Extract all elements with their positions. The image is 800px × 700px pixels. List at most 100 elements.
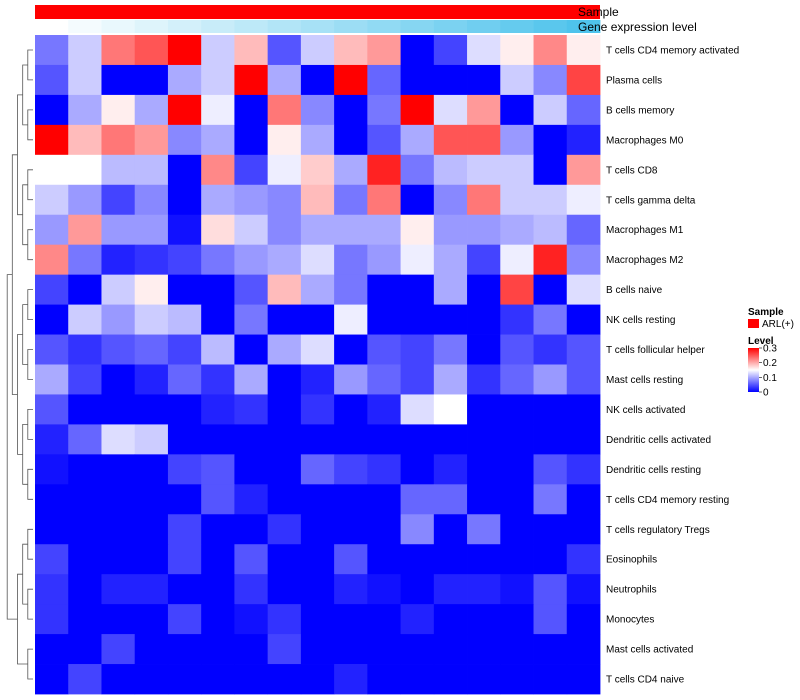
heatmap-cell-r16-c6 (234, 514, 269, 545)
heatmap-cell-r19-c8 (300, 604, 335, 635)
heatmap-cell-r16-c9 (334, 514, 368, 545)
heatmap-cell-r21-c6 (234, 664, 269, 695)
annotation-labels: Sample Gene expression level (578, 5, 697, 34)
heatmap-cell-r8-c5 (201, 274, 235, 305)
heatmap-cell-r8-c4 (167, 274, 202, 305)
annotation-cell-gene-expression-c10 (367, 20, 401, 33)
annotation-cell-gene-expression-c7 (267, 20, 302, 33)
heatmap-cell-r9-c12 (433, 304, 468, 335)
heatmap-cell-r18-c9 (334, 574, 368, 605)
heatmap-cell-r3-c5 (201, 124, 235, 156)
heatmap-cells (35, 35, 601, 695)
heatmap-cell-r5-c1 (68, 184, 102, 216)
heatmap-cell-r20-c0 (35, 634, 69, 665)
heatmap-cell-r11-c16 (566, 364, 601, 395)
heatmap-cell-r9-c6 (234, 304, 269, 335)
annotation-cell-gene-expression-c1 (68, 20, 102, 33)
column-annotations (35, 5, 601, 33)
heatmap-cell-r5-c9 (334, 184, 368, 216)
row-label-18: Neutrophils (606, 585, 657, 596)
heatmap-cell-r18-c2 (101, 574, 136, 605)
annotation-cell-gene-expression-c15 (533, 20, 568, 33)
heatmap-cell-r16-c13 (467, 514, 501, 545)
heatmap-cell-r4-c7 (267, 154, 302, 186)
row-label-17: Eosinophils (606, 555, 657, 566)
heatmap-cell-r5-c4 (167, 184, 202, 216)
heatmap-cell-r10-c3 (134, 334, 169, 365)
heatmap-cell-r6-c14 (500, 214, 534, 246)
heatmap-cell-r9-c5 (201, 304, 235, 335)
heatmap-cell-r21-c3 (134, 664, 169, 695)
heatmap-cell-r19-c11 (400, 604, 435, 635)
heatmap-cell-r13-c3 (134, 424, 169, 455)
heatmap-cell-r13-c2 (101, 424, 136, 455)
heatmap-cell-r19-c13 (467, 604, 501, 635)
heatmap-cell-r20-c16 (566, 634, 601, 665)
heatmap-cell-r20-c2 (101, 634, 136, 665)
heatmap-cell-r8-c10 (367, 274, 401, 305)
heatmap-cell-r8-c9 (334, 274, 368, 305)
heatmap-cell-r8-c6 (234, 274, 269, 305)
heatmap-cell-r10-c13 (467, 334, 501, 365)
heatmap-cell-r12-c13 (467, 394, 501, 425)
heatmap-cell-r6-c11 (400, 214, 435, 246)
heatmap-cell-r6-c5 (201, 214, 235, 246)
heatmap-cell-r11-c15 (533, 364, 568, 395)
heatmap-cell-r15-c8 (300, 484, 335, 515)
heatmap-cell-r4-c0 (35, 154, 69, 186)
heatmap-cell-r9-c11 (400, 304, 435, 335)
heatmap-cell-r19-c2 (101, 604, 136, 635)
heatmap-cell-r14-c0 (35, 454, 69, 485)
heatmap-cell-r2-c14 (500, 94, 534, 126)
heatmap-cell-r6-c10 (367, 214, 401, 246)
heatmap-cell-r19-c16 (566, 604, 601, 635)
heatmap-cell-r8-c2 (101, 274, 136, 305)
heatmap-cell-r13-c12 (433, 424, 468, 455)
heatmap-cell-r13-c1 (68, 424, 102, 455)
dendrogram-branch-4 (27, 289, 33, 320)
heatmap-cell-r6-c6 (234, 214, 269, 246)
dendrogram-branch-16 (17, 94, 23, 216)
heatmap-cell-r14-c1 (68, 454, 102, 485)
heatmap-cell-r12-c5 (201, 394, 235, 425)
heatmap-cell-r19-c4 (167, 604, 202, 635)
heatmap-cell-r2-c10 (367, 94, 401, 126)
dendrogram-branch-6 (27, 409, 33, 440)
heatmap-cell-r14-c16 (566, 454, 601, 485)
heatmap-cell-r11-c10 (367, 364, 401, 395)
heatmap-cell-r17-c10 (367, 544, 401, 575)
heatmap-cell-r4-c1 (68, 154, 102, 186)
heatmap-cell-r20-c1 (68, 634, 102, 665)
heatmap-cell-r1-c10 (367, 64, 401, 96)
legend-level-ticks: 0.3 0.2 0.1 0 (759, 344, 777, 399)
heatmap-cell-r18-c12 (433, 574, 468, 605)
heatmap-cell-r0-c13 (467, 35, 501, 66)
dendrogram-branch-15 (22, 543, 28, 605)
heatmap-cell-r2-c13 (467, 94, 501, 126)
heatmap-cell-r18-c14 (500, 574, 534, 605)
heatmap-cell-r6-c12 (433, 214, 468, 246)
heatmap-cell-r18-c13 (467, 574, 501, 605)
heatmap-cell-r10-c6 (234, 334, 269, 365)
heatmap-cell-r0-c5 (201, 35, 235, 66)
heatmap-cell-r7-c3 (134, 244, 169, 276)
heatmap-cell-r10-c8 (300, 334, 335, 365)
heatmap-cell-r9-c4 (167, 304, 202, 335)
dendrogram-branch-3 (27, 229, 33, 261)
heatmap-cell-r19-c14 (500, 604, 534, 635)
heatmap-cell-r2-c15 (533, 94, 568, 126)
dendrogram-branch-5 (27, 349, 33, 380)
heatmap-cell-r21-c9 (334, 664, 368, 695)
annotation-cell-gene-expression-c5 (201, 20, 235, 33)
heatmap-cell-r1-c16 (566, 64, 601, 96)
heatmap-cell-r15-c2 (101, 484, 136, 515)
heatmap-cell-r2-c7 (267, 94, 302, 126)
heatmap-cell-r1-c2 (101, 64, 136, 96)
heatmap-cell-r1-c4 (167, 64, 202, 96)
heatmap-cell-r17-c8 (300, 544, 335, 575)
heatmap-cell-r9-c9 (334, 304, 368, 335)
heatmap-cell-r3-c10 (367, 124, 401, 156)
heatmap-cell-r2-c6 (234, 94, 269, 126)
heatmap-cell-r6-c9 (334, 214, 368, 246)
